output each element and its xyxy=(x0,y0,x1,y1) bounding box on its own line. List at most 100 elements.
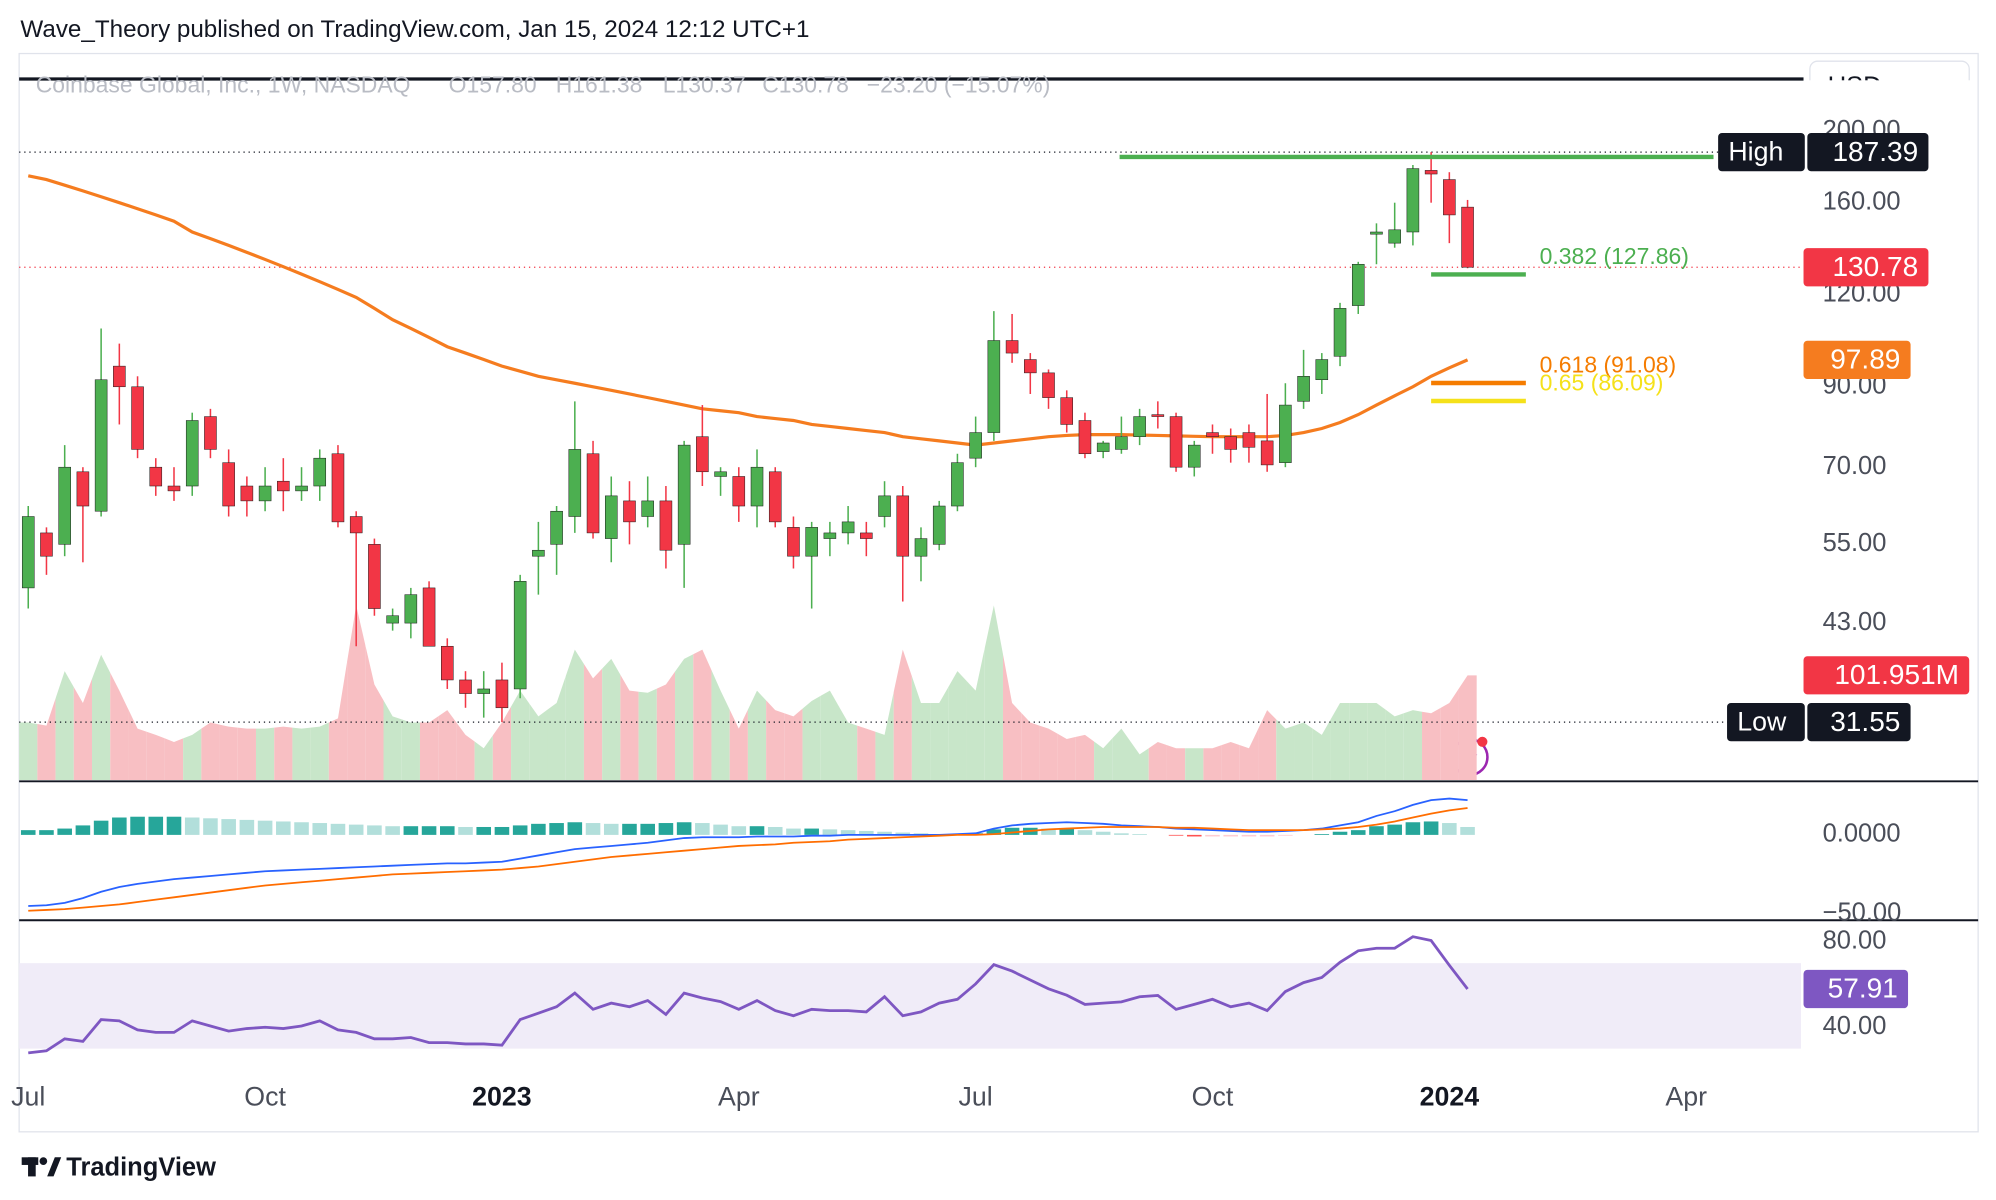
macd-histogram xyxy=(859,830,874,835)
volume xyxy=(1276,719,1295,781)
volume xyxy=(583,663,603,781)
macd-histogram xyxy=(1442,823,1457,835)
candle-body xyxy=(1370,231,1383,235)
candle-body xyxy=(1224,436,1237,450)
macd-histogram xyxy=(1114,833,1129,835)
volume xyxy=(128,709,147,781)
volume xyxy=(1039,725,1058,781)
volume xyxy=(456,722,475,781)
candle-body xyxy=(277,480,290,492)
y-tick-label: 0.0000 xyxy=(1823,820,1901,848)
volume xyxy=(820,690,840,781)
x-tick-label: Apr xyxy=(718,1082,760,1112)
candle-body xyxy=(677,444,691,545)
candle-body xyxy=(568,449,582,517)
signal-line xyxy=(28,807,1468,912)
candle-body xyxy=(1443,179,1456,216)
volume xyxy=(383,700,402,781)
candle-body xyxy=(477,688,490,694)
macd-histogram xyxy=(549,823,564,835)
candle-body xyxy=(860,532,873,539)
candle-body xyxy=(969,432,982,459)
macd-histogram xyxy=(567,822,583,835)
chart-frame xyxy=(18,52,1979,1133)
macd-histogram xyxy=(1314,834,1330,835)
footer-brand: TradingView xyxy=(66,1154,216,1182)
macd-histogram xyxy=(294,822,309,835)
macd-histogram xyxy=(330,823,346,835)
candle-body xyxy=(1424,170,1438,175)
candle-body xyxy=(404,594,418,624)
candle-body xyxy=(987,340,1001,433)
volume xyxy=(1148,742,1167,781)
candle-body xyxy=(641,500,654,517)
volume xyxy=(857,725,876,781)
legend-field: H161.38 xyxy=(556,72,643,98)
volume xyxy=(73,678,93,781)
candle-body xyxy=(94,379,108,512)
volume xyxy=(1385,709,1404,781)
macd-histogram xyxy=(622,823,637,835)
macd-histogram xyxy=(312,823,328,835)
macd-histogram xyxy=(439,826,455,835)
candle-body xyxy=(422,587,436,647)
y-tick-label: 160.00 xyxy=(1823,187,1901,215)
rsi-badge: 57.91 xyxy=(1828,973,1898,1004)
x-tick-label: Oct xyxy=(244,1082,286,1112)
legend-field: C130.78 xyxy=(762,72,849,98)
volume xyxy=(1458,675,1477,781)
volume xyxy=(237,727,256,781)
candle-body xyxy=(76,471,90,507)
macd-histogram xyxy=(1095,831,1111,835)
candle-body xyxy=(841,521,855,534)
macd-histogram xyxy=(986,829,1002,835)
fib-label: 0.382 (127.86) xyxy=(1540,243,1689,269)
macd-histogram xyxy=(695,823,710,835)
volume xyxy=(656,671,676,781)
volume xyxy=(1075,734,1095,781)
volume xyxy=(146,731,165,781)
macd-histogram xyxy=(1004,827,1020,835)
volume-badge: 101.951M xyxy=(1834,659,1959,690)
macd-histogram xyxy=(676,822,692,835)
macd-histogram xyxy=(112,817,127,835)
last-price-badge-bg xyxy=(1803,248,1929,287)
attribution: Wave_Theory published on TradingView.com… xyxy=(20,16,809,43)
macd-histogram xyxy=(1387,824,1402,835)
candle-body xyxy=(1279,404,1292,463)
volume xyxy=(1349,702,1368,781)
candle-body xyxy=(58,466,71,545)
candle-body xyxy=(222,462,235,507)
candle-body xyxy=(441,645,454,681)
volume xyxy=(1021,712,1040,781)
macd-histogram xyxy=(713,824,728,835)
macd-histogram xyxy=(367,825,382,835)
low-badge-bg xyxy=(1807,703,1911,742)
volume xyxy=(292,727,311,781)
candle-body xyxy=(823,532,837,539)
rsi-band xyxy=(19,963,1801,1049)
y-tick-label: −50.00 xyxy=(1823,899,1902,927)
high-badge-bg xyxy=(1807,133,1929,172)
candle-body xyxy=(896,495,910,557)
volume xyxy=(1312,718,1331,781)
volume xyxy=(984,605,1003,781)
volume xyxy=(529,703,548,781)
macd-histogram xyxy=(130,816,145,835)
candle-body xyxy=(550,510,563,545)
candle-body xyxy=(732,476,746,507)
candle-body xyxy=(1206,432,1219,437)
candle-body xyxy=(1005,340,1019,354)
macd-histogram xyxy=(166,816,182,835)
macd-histogram xyxy=(57,828,72,835)
x-tick-label: Jul xyxy=(11,1082,45,1112)
volume xyxy=(365,644,384,781)
fib-label: 0.65 (86.09) xyxy=(1540,369,1664,395)
x-tick-label: Oct xyxy=(1192,1082,1234,1112)
volume xyxy=(620,674,639,781)
macd-histogram xyxy=(512,825,528,835)
macd-histogram xyxy=(476,826,492,835)
candle-body xyxy=(21,516,35,589)
macd-histogram xyxy=(877,831,892,835)
macd-histogram xyxy=(1077,830,1093,835)
